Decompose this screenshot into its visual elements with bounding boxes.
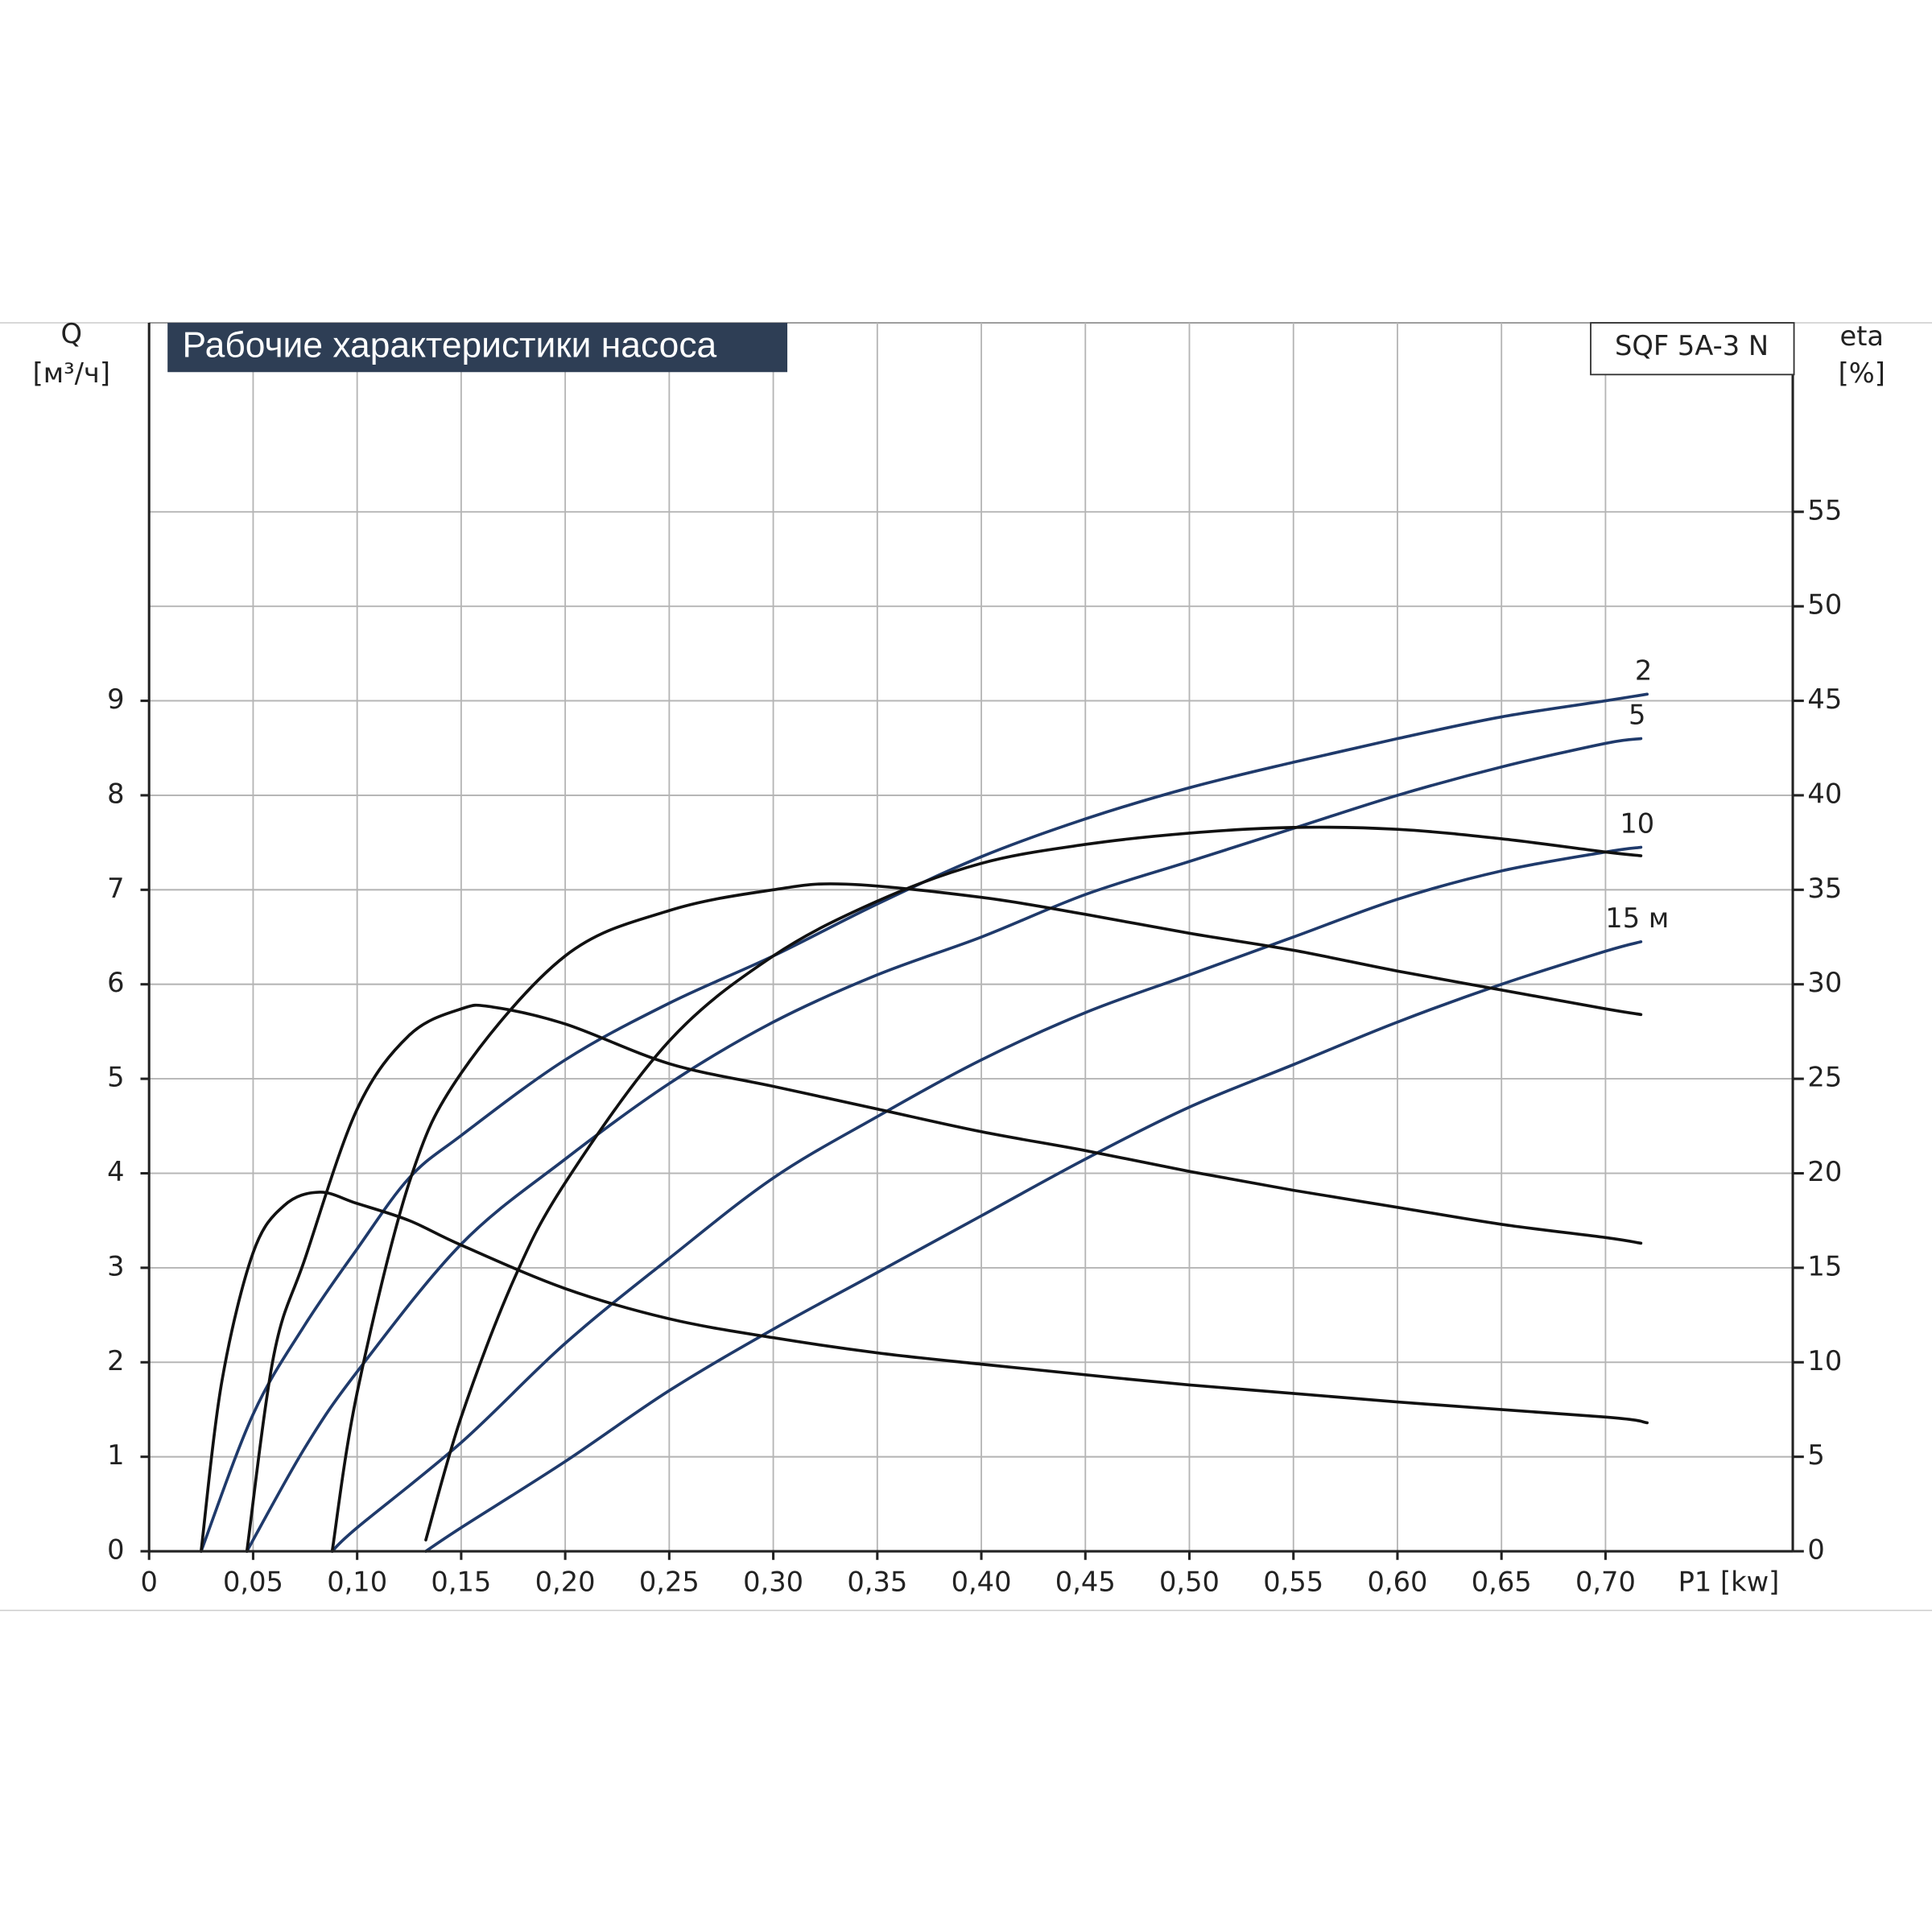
x-tick-label: 0,65 [1472,1566,1532,1597]
y2-tick-label: 25 [1807,1062,1842,1093]
x-tick-label: 0,40 [952,1566,1012,1597]
x-tick-label: 0,05 [223,1566,283,1597]
y-tick-label: 0 [107,1534,124,1566]
x-tick-label: 0,55 [1263,1566,1323,1597]
y2-tick-label: 15 [1807,1250,1842,1282]
y2-tick-label: 10 [1807,1345,1842,1377]
series-line [330,882,1643,1553]
x-axis-label: P1 [kw] [1678,1566,1780,1597]
series-line [424,825,1643,1542]
x-tick-label: 0,15 [431,1566,491,1597]
y2-axis-label: eta [1839,320,1884,352]
x-tick-label: 0,20 [535,1566,596,1597]
y2-tick-label: 45 [1807,683,1842,715]
y-axis-unit: [м³/ч] [33,357,110,389]
y2-axis-unit: [%] [1839,357,1885,389]
y-tick-label: 4 [107,1156,124,1187]
y2-tick-label: 40 [1807,778,1842,809]
y-tick-label: 5 [107,1062,124,1093]
model-label: SQF 5A-3 N [1615,330,1769,361]
y-tick-label: 8 [107,778,124,809]
series-line [199,1191,1649,1553]
y2-tick-label: 30 [1807,967,1842,998]
series-label: 2 [1635,654,1652,686]
grid [148,322,1794,1552]
series-line [199,692,1649,1553]
x-tick-label: 0,70 [1575,1566,1636,1597]
x-tick-label: 0,45 [1055,1566,1116,1597]
y-tick-label: 7 [107,873,124,904]
x-tick-label: 0,30 [743,1566,803,1597]
y-tick-label: 6 [107,967,124,998]
series-label: 10 [1620,807,1654,839]
chart-title: Рабочие характеристики насоса [183,325,717,365]
x-tick-label: 0,50 [1159,1566,1220,1597]
model-box [1590,322,1795,376]
y2-tick-label: 35 [1807,873,1842,904]
x-tick-label: 0,25 [639,1566,700,1597]
y-tick-label: 9 [107,683,124,715]
y2-tick-label: 0 [1807,1534,1824,1566]
title-box [167,323,788,373]
series-label: 5 [1629,699,1645,730]
y2-tick-label: 50 [1807,589,1842,621]
x-tick-label: 0 [140,1566,157,1597]
x-tick-label: 0,10 [327,1566,387,1597]
series-label: 15 м [1605,902,1669,934]
y-tick-label: 2 [107,1345,124,1377]
curves [199,692,1649,1553]
y2-tick-label: 5 [1807,1439,1824,1471]
y2-tick-label: 20 [1807,1156,1842,1187]
series-line [330,845,1643,1553]
x-tick-label: 0,35 [847,1566,907,1597]
y-tick-label: 1 [107,1439,124,1471]
y-axis-label: Q [61,318,82,349]
series-line [424,940,1643,1553]
series-line [245,1003,1643,1553]
x-tick-label: 0,60 [1367,1566,1427,1597]
y2-tick-label: 55 [1807,494,1842,526]
series-line [245,737,1643,1553]
y-tick-label: 3 [107,1250,124,1282]
